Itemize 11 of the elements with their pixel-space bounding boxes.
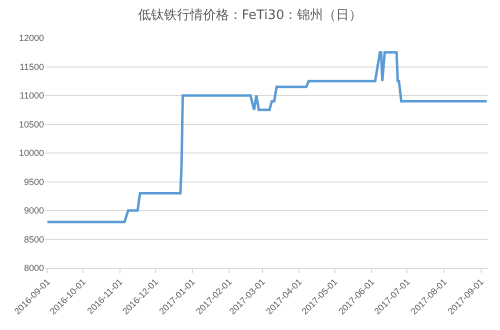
y-tick-label: 10000: [18, 148, 44, 158]
chart-title: 低钛铁行情价格：FeTi30：锦州（日）: [138, 8, 362, 23]
y-tick-label: 9500: [24, 176, 44, 187]
y-tick-label: 12000: [18, 33, 44, 44]
y-tick-label: 10500: [18, 119, 44, 130]
line-series: [46, 51, 488, 224]
y-tick-label: 8000: [24, 263, 44, 274]
y-tick-label: 11000: [20, 90, 44, 101]
y-tick-label: 8500: [24, 234, 44, 244]
y-tick-label: 11500: [20, 62, 44, 72]
y-tick-label: 9000: [24, 206, 44, 216]
